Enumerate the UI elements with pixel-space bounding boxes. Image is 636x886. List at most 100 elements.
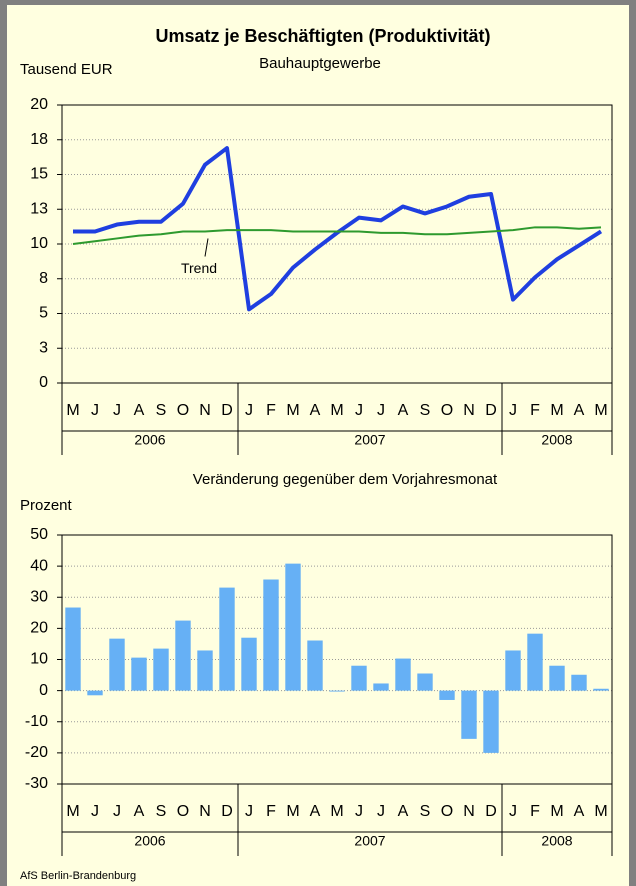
bar <box>395 658 411 691</box>
x-tick-label: N <box>199 402 211 419</box>
x-tick-label: A <box>574 803 585 820</box>
y-tick-label: 8 <box>39 270 48 287</box>
bar <box>197 650 213 691</box>
y-tick-label: 10 <box>30 235 48 252</box>
group-label: 2007 <box>354 833 385 849</box>
x-tick-label: J <box>245 402 253 419</box>
page-title: Umsatz je Beschäftigten (Produktivität) <box>155 26 490 46</box>
x-tick-label: N <box>199 803 211 820</box>
bar <box>263 579 279 691</box>
x-tick-label: S <box>156 803 167 820</box>
x-tick-label: A <box>134 803 145 820</box>
x-tick-label: M <box>594 402 607 419</box>
bar <box>549 665 565 691</box>
x-tick-label: M <box>286 803 299 820</box>
x-tick-label: S <box>156 402 167 419</box>
chart-subtitle: Bauhauptgewerbe <box>259 55 381 72</box>
bar <box>505 650 521 691</box>
x-tick-label: J <box>355 803 363 820</box>
bar <box>109 638 125 691</box>
x-tick-label: N <box>463 402 475 419</box>
x-tick-label: O <box>177 402 189 419</box>
y-tick-label: 50 <box>30 526 48 543</box>
bar <box>329 690 345 692</box>
plot-border <box>61 534 613 785</box>
x-tick-label: D <box>485 803 497 820</box>
y-tick-label: 0 <box>39 682 48 699</box>
x-tick-label: M <box>594 803 607 820</box>
x-tick-label: A <box>398 402 409 419</box>
x-tick-label: J <box>509 402 517 419</box>
bar <box>593 688 609 691</box>
x-tick-label: D <box>221 803 233 820</box>
x-tick-label: F <box>266 402 276 419</box>
x-tick-label: A <box>310 402 321 419</box>
y-tick-label: 20 <box>30 96 48 113</box>
x-tick-label: J <box>113 402 121 419</box>
x-tick-label: J <box>91 402 99 419</box>
bar <box>417 673 433 691</box>
y-tick-label: 18 <box>30 131 48 148</box>
plot-border <box>61 104 613 384</box>
y-axis-label: Tausend EUR <box>20 61 113 78</box>
x-tick-label: M <box>286 402 299 419</box>
bar <box>65 607 81 691</box>
x-tick-label: M <box>330 803 343 820</box>
x-tick-label: D <box>221 402 233 419</box>
y-axis-label: Prozent <box>20 497 73 514</box>
bar <box>307 640 323 691</box>
x-tick-label: J <box>377 803 385 820</box>
group-label: 2006 <box>134 833 165 849</box>
x-tick-label: S <box>420 402 431 419</box>
bar <box>87 690 103 696</box>
bar <box>285 563 301 691</box>
x-tick-label: M <box>550 402 563 419</box>
x-tick-label: J <box>245 803 253 820</box>
y-tick-label: 13 <box>30 200 48 217</box>
bar <box>219 587 235 691</box>
x-tick-label: F <box>530 402 540 419</box>
bar <box>439 690 455 700</box>
plot-area <box>62 105 612 383</box>
group-label: 2006 <box>134 432 165 448</box>
x-tick-label: O <box>177 803 189 820</box>
x-tick-label: M <box>66 803 79 820</box>
bar <box>527 633 543 691</box>
bar <box>351 665 367 691</box>
footer: AfS Berlin-Brandenburg <box>20 870 136 882</box>
x-tick-label: S <box>420 803 431 820</box>
x-tick-label: A <box>574 402 585 419</box>
bar <box>461 690 477 739</box>
bar <box>153 648 169 691</box>
x-tick-label: F <box>530 803 540 820</box>
x-tick-label: N <box>463 803 475 820</box>
line <box>73 146 603 312</box>
x-tick-label: A <box>134 402 145 419</box>
y-tick-label: -10 <box>25 713 48 730</box>
group-label: 2008 <box>541 833 572 849</box>
x-tick-label: O <box>441 402 453 419</box>
x-tick-label: A <box>398 803 409 820</box>
bar <box>241 637 257 691</box>
y-tick-label: 10 <box>30 651 48 668</box>
line <box>72 226 602 245</box>
x-tick-label: J <box>377 402 385 419</box>
group-label: 2008 <box>541 432 572 448</box>
chart-title: Veränderung gegenüber dem Vorjahresmonat <box>193 471 498 488</box>
y-tick-label: 40 <box>30 557 48 574</box>
x-tick-label: O <box>441 803 453 820</box>
y-tick-label: 3 <box>39 339 48 356</box>
group-label: 2007 <box>354 432 385 448</box>
annotation: Trend <box>181 260 217 276</box>
bar <box>373 683 389 691</box>
x-tick-label: J <box>509 803 517 820</box>
x-tick-label: M <box>66 402 79 419</box>
x-tick-label: F <box>266 803 276 820</box>
y-tick-label: 15 <box>30 166 48 183</box>
bar <box>131 657 147 691</box>
x-tick-label: J <box>91 803 99 820</box>
bar <box>175 620 191 691</box>
y-tick-label: -20 <box>25 744 48 761</box>
x-tick-label: D <box>485 402 497 419</box>
